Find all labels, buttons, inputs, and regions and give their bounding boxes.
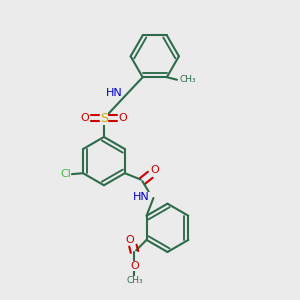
Text: O: O [126, 235, 134, 245]
Text: S: S [100, 112, 108, 125]
Text: O: O [130, 261, 139, 271]
Text: CH₃: CH₃ [127, 276, 143, 285]
Text: Cl: Cl [60, 169, 71, 179]
Text: O: O [150, 165, 159, 175]
Text: HN: HN [105, 88, 122, 98]
Text: O: O [118, 113, 127, 123]
Text: CH₃: CH₃ [179, 75, 196, 84]
Text: O: O [80, 113, 89, 123]
Text: HN: HN [133, 192, 150, 202]
